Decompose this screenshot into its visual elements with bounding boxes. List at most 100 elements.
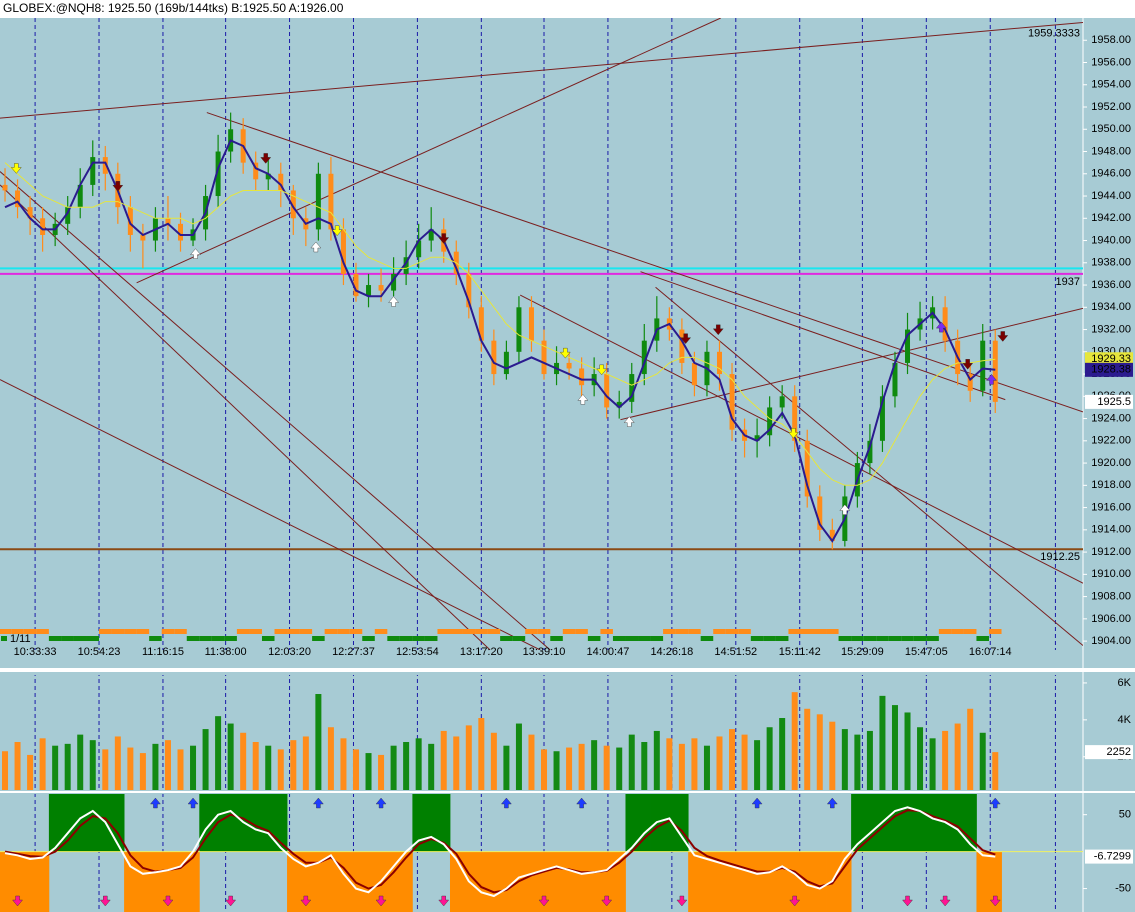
signal-arrow (438, 233, 450, 244)
trend-strip (362, 636, 375, 641)
trendline (519, 294, 1083, 584)
trend-strip (525, 629, 538, 634)
volume-bar (942, 730, 949, 790)
regime-block (337, 851, 351, 912)
volume-bar (628, 734, 635, 790)
candle-body (691, 362, 697, 386)
trend-strip (374, 629, 388, 634)
signal-arrow (559, 347, 571, 359)
value-box-label: 1929.33 (1091, 353, 1131, 365)
sell-signal (225, 895, 237, 907)
oscillator-plot (0, 794, 1083, 912)
chart-title: GLOBEX:@NQH8: 1925.50 (169b/144tks) B:19… (3, 1, 344, 15)
signal-arrow (596, 364, 608, 376)
candle-body (378, 285, 384, 291)
trend-strip (876, 636, 889, 641)
volume-bar (415, 738, 422, 790)
trend-strip (788, 629, 801, 634)
y-tick-label: 1954.00 (1091, 79, 1131, 91)
trend-strip (462, 629, 476, 634)
regime-block (23, 851, 37, 912)
volume-bar (841, 729, 848, 790)
candle-body (879, 396, 885, 441)
candle-body (27, 207, 33, 219)
regime-block (562, 851, 576, 912)
volume-bar (390, 745, 397, 790)
trend-strip (638, 636, 651, 641)
regime-block (48, 794, 62, 852)
candle-body (503, 351, 509, 375)
date-label: 1/11 (10, 633, 31, 645)
y-tick-label: 1918.00 (1091, 479, 1131, 491)
volume-bar (27, 754, 34, 790)
trend-strip (424, 636, 438, 641)
volume-bar (114, 736, 121, 790)
volume-bar (528, 734, 535, 790)
trend-strip (775, 636, 789, 641)
regime-block (926, 794, 940, 852)
trend-strip (675, 629, 689, 634)
regime-block (738, 851, 752, 912)
trend-strip (725, 629, 739, 634)
value-box (1085, 352, 1133, 367)
volume-bar (566, 747, 573, 790)
trend-strip (612, 636, 626, 641)
volume-bar (202, 729, 209, 790)
regime-block (224, 794, 238, 852)
sell-signal (12, 895, 23, 907)
sell-signal (789, 895, 801, 907)
y-tick-label: 1914.00 (1091, 524, 1131, 536)
y-tick-label: 1916.00 (1091, 501, 1131, 513)
volume-bar (465, 725, 472, 790)
signal-arrow (190, 248, 201, 259)
axis-annotation: 1959.3333 (1028, 27, 1080, 39)
title-bar (0, 0, 1135, 18)
x-tick-label: 12:27:37 (332, 646, 375, 658)
regime-block (287, 851, 300, 912)
level-label: 1937 (1056, 276, 1080, 288)
y-tick-label: 1946.00 (1091, 168, 1131, 180)
signal-arrow (10, 163, 22, 174)
volume-bar (190, 745, 197, 790)
trend-strip (161, 629, 175, 634)
trend-strip (988, 629, 1002, 634)
sell-signal (939, 895, 951, 907)
regime-block (713, 851, 727, 912)
volume-bar (265, 745, 272, 790)
candle-body (767, 407, 773, 436)
candle-body (290, 190, 296, 219)
volume-bar (403, 742, 410, 790)
regime-block (775, 851, 789, 912)
regime-block (412, 794, 426, 852)
x-tick-label: 15:47:05 (905, 646, 948, 658)
regime-block (487, 851, 501, 912)
regime-block (86, 794, 100, 852)
volume-bar (653, 730, 660, 790)
regime-block (663, 794, 677, 852)
trend-strip (800, 629, 814, 634)
volume-bar (453, 736, 460, 790)
candle-body (528, 307, 534, 341)
y-tick-label: 50 (1119, 809, 1131, 821)
volume-bar (854, 734, 861, 790)
regime-block (261, 794, 275, 852)
signal-arrow (712, 324, 724, 336)
volume-bar (127, 747, 134, 790)
regime-block (612, 851, 626, 912)
volume-bar (954, 723, 961, 790)
candle-body (629, 374, 635, 402)
trend-strip (587, 636, 601, 641)
x-tick-label: 15:11:42 (779, 646, 821, 658)
buy-signal (187, 797, 199, 809)
trend-strip (813, 629, 827, 634)
volume-bar (315, 694, 322, 790)
volume-bar (641, 742, 648, 790)
trendline (620, 307, 1083, 421)
regime-block (324, 851, 338, 912)
volume-bar (503, 745, 510, 790)
buy-signal (989, 797, 1001, 809)
volume-bar (77, 734, 84, 790)
trendline (206, 112, 1083, 413)
regime-block (863, 794, 877, 852)
trend-strip (61, 636, 74, 641)
